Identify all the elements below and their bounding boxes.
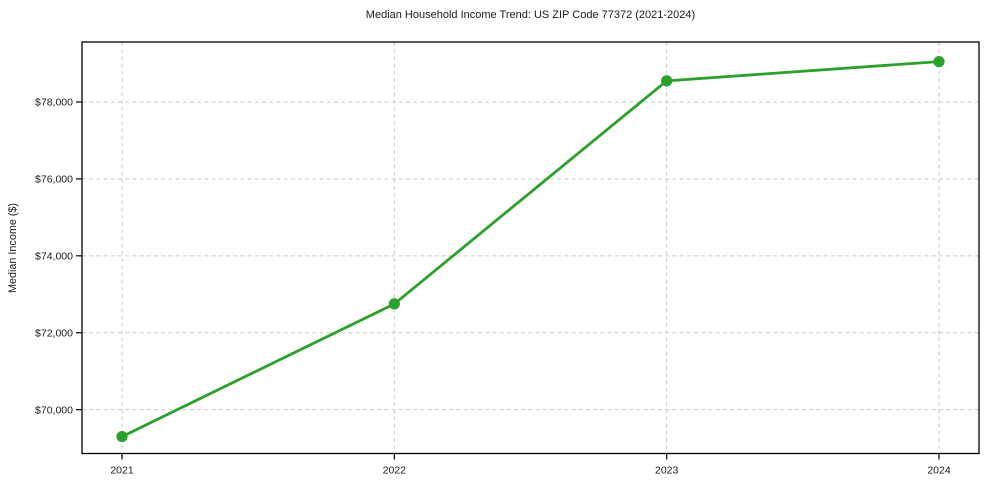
y-tick-label: $76,000	[35, 174, 73, 186]
chart-title: Median Household Income Trend: US ZIP Co…	[366, 9, 695, 21]
trend-line	[120, 60, 941, 438]
x-tick-label: 2022	[383, 465, 407, 477]
y-tick-label: $70,000	[35, 404, 73, 416]
y-tick-label: $78,000	[35, 97, 73, 109]
y-tick-label: $72,000	[35, 327, 73, 339]
data-point	[933, 56, 945, 68]
y-axis-label: Median Income ($)	[7, 203, 19, 293]
x-tick-label: 2023	[655, 465, 679, 477]
data-point	[116, 430, 128, 443]
x-tick-label: 2024	[927, 465, 951, 477]
plot-border	[81, 41, 980, 455]
y-tick-label: $74,000	[35, 251, 73, 263]
x-tick-label: 2021	[110, 465, 134, 477]
data-point	[661, 75, 673, 87]
data-point	[388, 298, 400, 310]
